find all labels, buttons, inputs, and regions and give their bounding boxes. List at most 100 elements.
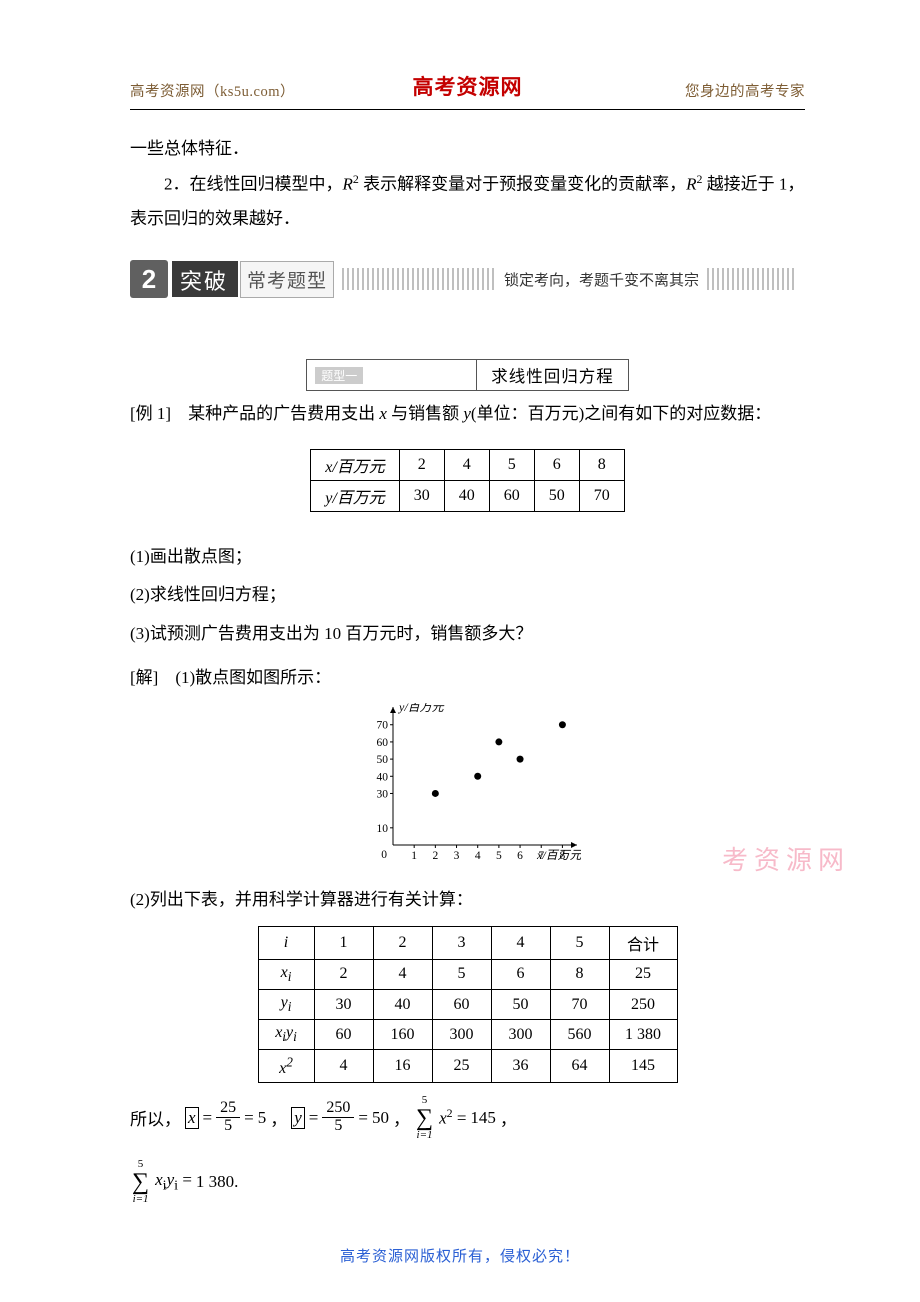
header-right: 您身边的高考专家 (685, 80, 805, 101)
sigma-2: 5∑i=1 (132, 1159, 149, 1205)
svg-text:3: 3 (453, 850, 459, 862)
svg-text:1: 1 (411, 850, 417, 862)
t2-c2: 2 (373, 926, 432, 959)
s2-mid: ∑ (132, 1170, 149, 1194)
s1-mid: ∑ (416, 1106, 433, 1130)
t2-cell: 4 (314, 1050, 373, 1082)
stem-a: 某种产品的广告费用支出 (171, 404, 379, 423)
t2-cell: 25 (432, 1050, 491, 1082)
stem-x: x (379, 404, 387, 423)
t2-cell: 50 (491, 990, 550, 1020)
t2-cell: 8 (550, 959, 609, 989)
xbar-box: x (185, 1107, 199, 1129)
s1-body: x2 = (439, 1106, 466, 1129)
comma2: ， (393, 1105, 410, 1130)
xbar-r: 5 (258, 1108, 267, 1128)
t1-x2: 5 (489, 450, 534, 481)
intro-2b: 表示解释变量对于预报变量变化的贡献率， (359, 175, 686, 194)
t2-hi: i (258, 926, 314, 959)
intro-r2: R (686, 175, 696, 194)
banner-tagline: 锁定考向，考题千变不离其宗 (504, 269, 699, 290)
svg-text:40: 40 (376, 771, 388, 783)
s1-x: x (439, 1109, 447, 1128)
t2-rowhead: xi (258, 959, 314, 989)
svg-text:4: 4 (474, 850, 480, 862)
xbar-n: 25 (216, 1100, 240, 1118)
svg-text:6: 6 (517, 850, 523, 862)
svg-text:2: 2 (432, 850, 438, 862)
t2-cell: 60 (432, 990, 491, 1020)
part2-lead: (2)列出下表，并用科学计算器进行有关计算： (130, 883, 805, 918)
breakout-banner: 2 突破 常考题型 锁定考向，考题千变不离其宗 (130, 259, 805, 299)
t1-y0: 30 (399, 481, 444, 512)
t2-cell: 16 (373, 1050, 432, 1082)
data-table-1: x/百万元 2 4 5 6 8 y/百万元 30 40 60 50 70 (310, 449, 625, 512)
eq1: = (203, 1108, 213, 1128)
banner-label: 突破 (172, 261, 238, 297)
t2-cell: 60 (314, 1020, 373, 1050)
page-footer: 高考资源网版权所有，侵权必究！ (0, 1245, 920, 1266)
svg-text:70: 70 (376, 720, 388, 732)
t2-rowhead: xiyi (258, 1020, 314, 1050)
s1-tail: ， (500, 1105, 517, 1130)
stem-y: y (463, 404, 471, 423)
svg-text:50: 50 (376, 754, 388, 766)
m1-prefix: 所以， (130, 1105, 181, 1130)
t1-y-label: y/百万元 (325, 490, 385, 507)
calc-table: i 1 2 3 4 5 合计 xi2456825yi3040605070250x… (258, 926, 678, 1083)
ybar-n: 250 (322, 1100, 354, 1118)
comma1: ， (270, 1105, 287, 1130)
t2-cell: 36 (491, 1050, 550, 1082)
solution-lead: [解] (1)散点图如图所示： (130, 659, 805, 697)
t2-cell: 300 (491, 1020, 550, 1050)
t2-cell: 300 (432, 1020, 491, 1050)
intro-r1: R (343, 175, 353, 194)
eq2: = (244, 1108, 254, 1128)
q1: (1)画出散点图； (130, 538, 805, 576)
section-title: 求线性回归方程 (477, 360, 628, 390)
t1-y1: 40 (444, 481, 489, 512)
s2-res: 1 380. (196, 1172, 239, 1192)
t1-x3: 6 (534, 450, 579, 481)
intro-2a: 2．在线性回归模型中， (130, 175, 343, 194)
header-center: 高考资源网 (413, 71, 523, 101)
ybar-r: 50 (372, 1108, 389, 1128)
eq4: = (358, 1108, 368, 1128)
t2-cell: 2 (314, 959, 373, 989)
math-line-2: 5∑i=1 xiyi = 1 380. (130, 1159, 805, 1205)
svg-text:60: 60 (376, 737, 388, 749)
t2-c1: 1 (314, 926, 373, 959)
frac-xbar: 255 (216, 1100, 240, 1135)
section-title-box: 题型一 求线性回归方程 (130, 359, 805, 391)
math-line-1: 所以， x= 255 = 5， y= 2505 = 50， 5∑i=1 x2 =… (130, 1095, 805, 1141)
example-label: [例 1] (130, 404, 171, 423)
t1-x4: 8 (579, 450, 624, 481)
question-list: (1)画出散点图； (2)求线性回归方程； (3)试预测广告费用支出为 10 百… (130, 538, 805, 697)
ybar-d: 5 (330, 1118, 346, 1135)
s2-x: x (155, 1170, 163, 1189)
t1-y4: 70 (579, 481, 624, 512)
s1-bot: i=1 (417, 1130, 433, 1141)
t2-sumcell: 1 380 (609, 1020, 677, 1050)
s1-res: 145 (470, 1108, 496, 1128)
t1-x0: 2 (399, 450, 444, 481)
ybar-box: y (291, 1107, 305, 1129)
svg-text:y/百万元: y/百万元 (398, 703, 445, 714)
stem-b: 与销售额 (387, 404, 464, 423)
intro-2c: 越接近于 1， (702, 175, 804, 194)
page-header: 高考资源网（ks5u.com） 高考资源网 您身边的高考专家 (130, 64, 805, 110)
svg-text:0: 0 (381, 849, 387, 861)
t2-rowhead: x2 (258, 1050, 314, 1082)
s2-y: y (167, 1170, 175, 1189)
t2-cell: 40 (373, 990, 432, 1020)
intro-line-2: 2．在线性回归模型中，R2 表示解释变量对于预报变量变化的贡献率，R2 越接近于… (130, 167, 805, 237)
scatter-plot: 103040506070123456780y/百万元x/百万元 (130, 703, 805, 869)
banner-number: 2 (130, 260, 168, 298)
banner-stripes-right (707, 268, 797, 290)
eq3: = (309, 1108, 319, 1128)
t2-cell: 560 (550, 1020, 609, 1050)
example-stem: [例 1] 某种产品的广告费用支出 x 与销售额 y(单位：百万元)之间有如下的… (130, 397, 805, 432)
s2-body: xiyi = (155, 1170, 192, 1194)
xbar-d: 5 (220, 1118, 236, 1135)
t2-cell: 30 (314, 990, 373, 1020)
